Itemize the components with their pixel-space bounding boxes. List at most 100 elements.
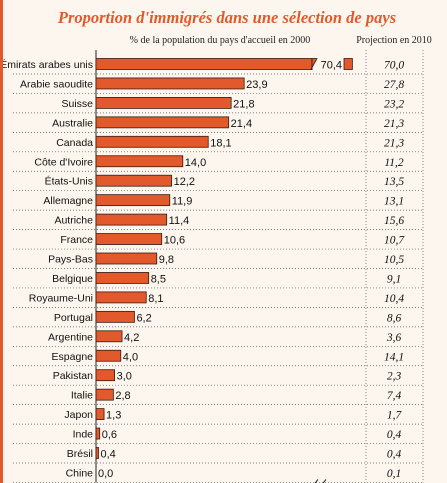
chart-row-1: Arabie saoudite 23,9 27,8 [13, 77, 423, 94]
value-label: 3,0 [117, 371, 132, 383]
category-label: Espagne [52, 351, 94, 363]
bar [95, 291, 147, 304]
projection-value: 14,1 [384, 351, 404, 363]
chart-row-10: Pays-Bas 9,8 10,5 [13, 252, 423, 269]
bar [95, 272, 150, 284]
bar [95, 97, 232, 109]
chart-row-20: Brésil 0,4 0,4 [13, 447, 423, 464]
bar-end-segment [343, 58, 353, 70]
category-label: Italie [71, 390, 93, 402]
value-label: 23,9 [246, 79, 267, 91]
category-label: États-Unis [45, 175, 93, 188]
axis-break-mark [314, 479, 319, 483]
value-label: 0,0 [98, 468, 113, 480]
bar [95, 349, 122, 362]
chart-row-21: Chine 0,0 0,1 [13, 467, 423, 483]
projection-value: 13,5 [384, 176, 404, 188]
category-label: Côte d'Ivoire [34, 156, 93, 168]
value-label: 11,9 [172, 196, 193, 208]
projection-value: 7,4 [387, 390, 402, 402]
value-label: 8,5 [151, 273, 166, 285]
value-label: 9,8 [159, 254, 174, 266]
projection-value: 11,2 [384, 157, 404, 169]
projection-value: 0,4 [387, 449, 402, 461]
projection-value: 1,7 [387, 410, 403, 422]
chart-row-7: Allemagne 11,9 13,1 [13, 194, 423, 211]
chart-row-3: Australie 21,4 21,3 [13, 116, 423, 133]
chart-subtitle: % de la population du pays d'accueil en … [130, 35, 311, 46]
bar [95, 369, 116, 382]
chart-row-13: Portugal 6,2 8,6 [13, 310, 423, 328]
bar [95, 155, 184, 168]
projection-value: 2,3 [387, 371, 402, 383]
bar [95, 330, 123, 343]
bar [95, 174, 173, 187]
value-label: 10,6 [164, 235, 185, 247]
bar [95, 388, 114, 401]
projection-header: Projection en 2010 [356, 35, 432, 46]
category-label: Japon [64, 409, 93, 421]
chart-rows: Émirats arabes unis 70,4 70,0 Arabie saoudi… [3, 50, 424, 483]
chart-row-2: Suisse 21,8 23,2 [13, 97, 423, 114]
chart-row-16: Pakistan 3,0 2,3 [13, 369, 423, 386]
category-label: Suisse [61, 98, 93, 110]
value-label: 0,4 [100, 449, 115, 461]
projection-value: 0,1 [387, 468, 401, 480]
projection-value: 21,3 [384, 137, 404, 149]
bar-break-cap [310, 58, 318, 70]
chart-row-11: Belgique 8,5 9,1 [13, 272, 423, 289]
value-label: 2,8 [115, 390, 130, 402]
category-label: Canada [56, 137, 93, 149]
value-label: 18,1 [210, 137, 231, 149]
chart-title: Proportion d'immigrés dans une sélection… [57, 8, 396, 27]
category-label: Brésil [67, 448, 93, 460]
value-label: 1,3 [106, 410, 121, 422]
x-axis: 010203070 [314, 479, 327, 483]
bar [95, 447, 99, 459]
category-label: Allemagne [43, 195, 93, 207]
bar [95, 213, 168, 226]
bar [95, 116, 230, 129]
chart-row-12: Royaume-Uni 8,1 10,4 [13, 291, 423, 308]
projection-value: 21,3 [384, 118, 404, 130]
value-label: 8,1 [148, 293, 163, 305]
chart-row-6: États-Unis 12,2 13,5 [13, 174, 423, 192]
value-label: 12,2 [174, 176, 195, 188]
projection-value: 3,6 [386, 332, 402, 344]
projection-value: 8,6 [387, 312, 402, 324]
chart-row-15: Espagne 4,0 14,1 [13, 349, 423, 367]
category-label: Pays-Bas [48, 254, 93, 266]
projection-value: 10,4 [384, 293, 404, 305]
chart-row-5: Côte d'Ivoire 14,0 11,2 [13, 155, 423, 172]
category-label: France [60, 234, 93, 246]
category-label: Belgique [52, 273, 93, 285]
category-label: Chine [66, 467, 94, 479]
value-label: 21,8 [233, 98, 254, 110]
projection-value: 0,4 [387, 429, 402, 441]
projection-value: 15,6 [384, 215, 404, 227]
projection-value: 10,7 [384, 235, 405, 247]
bar [95, 77, 245, 90]
projection-value: 23,2 [384, 98, 404, 110]
value-label: 14,0 [185, 157, 206, 169]
category-label: Pakistan [53, 370, 93, 382]
chart-row-18: Japon 1,3 1,7 [13, 408, 423, 425]
category-label: Portugal [54, 312, 93, 324]
bar [95, 252, 158, 265]
chart-row-8: Autriche 11,4 15,6 [13, 213, 423, 230]
chart-row-9: France 10,6 10,7 [13, 233, 423, 250]
projection-value: 27,8 [384, 79, 404, 91]
bar [95, 233, 163, 245]
value-label: 11,4 [169, 215, 190, 227]
value-label: 0,6 [102, 429, 117, 441]
projection-value: 13,1 [384, 196, 404, 208]
projection-value: 70,0 [384, 60, 404, 72]
projection-value: 9,1 [387, 273, 401, 285]
bar [95, 427, 101, 440]
value-label: 4,2 [124, 332, 139, 344]
projection-value: 10,5 [384, 254, 404, 266]
category-label: Royaume-Uni [29, 292, 93, 304]
category-label: Émirats arabes unis [3, 58, 93, 71]
category-label: Argentine [48, 331, 93, 343]
